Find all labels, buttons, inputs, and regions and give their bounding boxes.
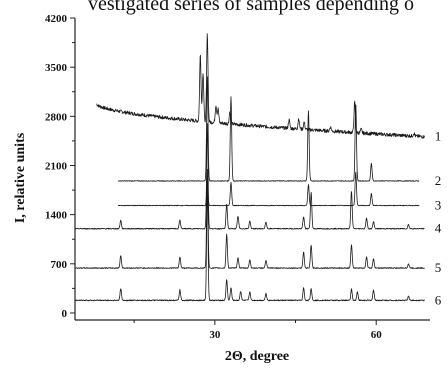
y-tick-label: 700 [51, 259, 68, 271]
y-tick-label: 2100 [45, 160, 68, 172]
series-3-label: 3 [435, 198, 442, 213]
y-tick-label: 1400 [45, 210, 68, 222]
x-ticks: 30 60 [133, 320, 383, 341]
series-1-line [96, 33, 425, 139]
x-axis-title: 2Θ, degree [225, 349, 289, 364]
series-4-line [74, 123, 425, 230]
y-ticks: 0 700 1400 2100 2800 3500 4200 [45, 13, 75, 320]
series-2-label: 2 [435, 173, 442, 188]
series-1-label: 1 [435, 129, 442, 144]
y-tick-label: 3500 [45, 62, 68, 74]
series-2-line [117, 76, 420, 182]
series-6-label: 6 [435, 292, 442, 307]
x-tick-label: 60 [371, 329, 383, 341]
series-5-line [74, 168, 425, 269]
series-3-line [117, 171, 420, 207]
y-tick-label: 2800 [45, 111, 68, 123]
caption-text: vestigated series of samples depending o [88, 0, 415, 15]
series-6-line [74, 187, 425, 302]
x-tick-label: 30 [209, 329, 221, 341]
y-axis-title: I, relative units [13, 132, 28, 223]
series-5-label: 5 [435, 260, 442, 275]
y-tick-label: 4200 [45, 13, 68, 25]
y-tick-label: 0 [62, 308, 68, 320]
series-4-label: 4 [435, 221, 442, 236]
curve-labels: 1 2 3 4 5 6 [435, 129, 442, 308]
curves [74, 33, 425, 302]
